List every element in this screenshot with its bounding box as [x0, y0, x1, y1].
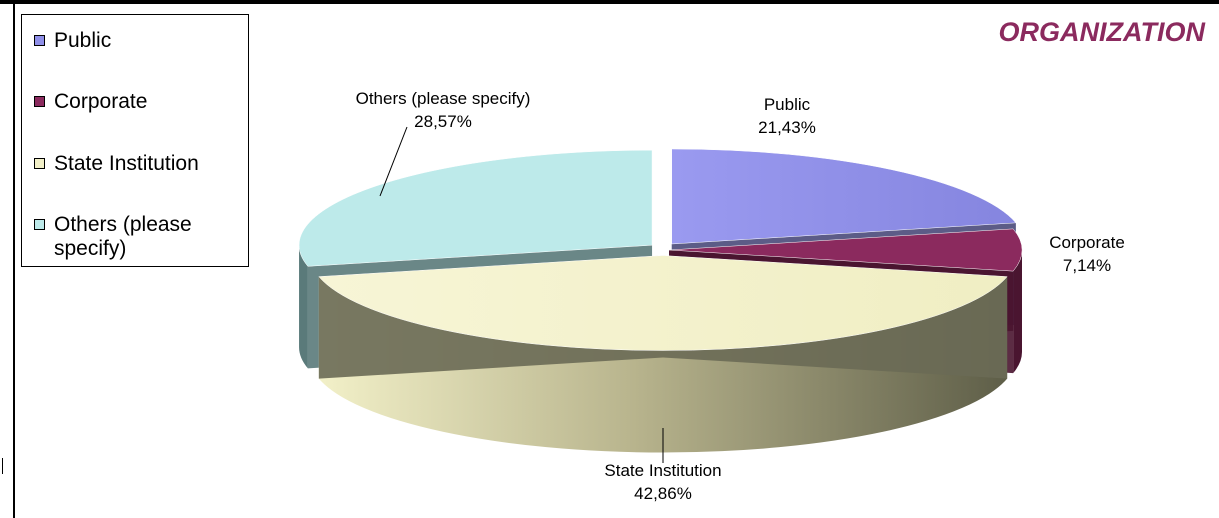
top-border [0, 0, 1219, 4]
data-label-name-others: Others (please specify) [356, 89, 531, 108]
legend-label-others: Others (please specify) [54, 213, 246, 261]
legend-swatch-public [34, 35, 45, 46]
slice-others [298, 149, 653, 267]
slice-public [671, 148, 1017, 245]
leader-line-others [379, 126, 408, 197]
legend-label-public: Public [54, 29, 112, 52]
data-label-value-public: 21,43% [758, 118, 816, 137]
legend-label-corporate: Corporate [54, 90, 148, 113]
leader-lines [379, 126, 664, 463]
data-label-value-others: 28,57% [414, 112, 472, 131]
data-label-name-public: Public [764, 95, 811, 114]
slice-side-state-institution [318, 276, 1008, 453]
legend-label-state-institution: State Institution [54, 152, 199, 175]
data-labels: Public 21,43% Corporate 7,14% State Institut… [356, 89, 1125, 503]
legend-label-others-line2: specify) [54, 237, 127, 260]
chart-legend: Public Corporate State Institution Other… [21, 14, 249, 267]
slice-corporate [668, 228, 1023, 272]
left-border [13, 4, 15, 518]
slice-tops [298, 148, 1023, 351]
legend-swatch-others [34, 219, 45, 230]
legend-swatch-state-institution [34, 158, 45, 169]
legend-label-others-line1: Others (please [54, 213, 192, 236]
data-label-name-state-institution: State Institution [604, 461, 721, 480]
data-label-name-corporate: Corporate [1049, 233, 1125, 252]
legend-swatch-corporate [34, 96, 45, 107]
slice-side-corporate [1013, 250, 1022, 374]
slice-side-others [299, 245, 308, 369]
edge-tick [2, 458, 3, 474]
slice-state-institution [318, 255, 1008, 351]
chart-title: ORGANIZATION [998, 17, 1205, 47]
data-label-value-state-institution: 42,86% [634, 484, 692, 503]
legend-item-others: Others (please specify) [34, 213, 244, 265]
data-label-value-corporate: 7,14% [1063, 256, 1111, 275]
